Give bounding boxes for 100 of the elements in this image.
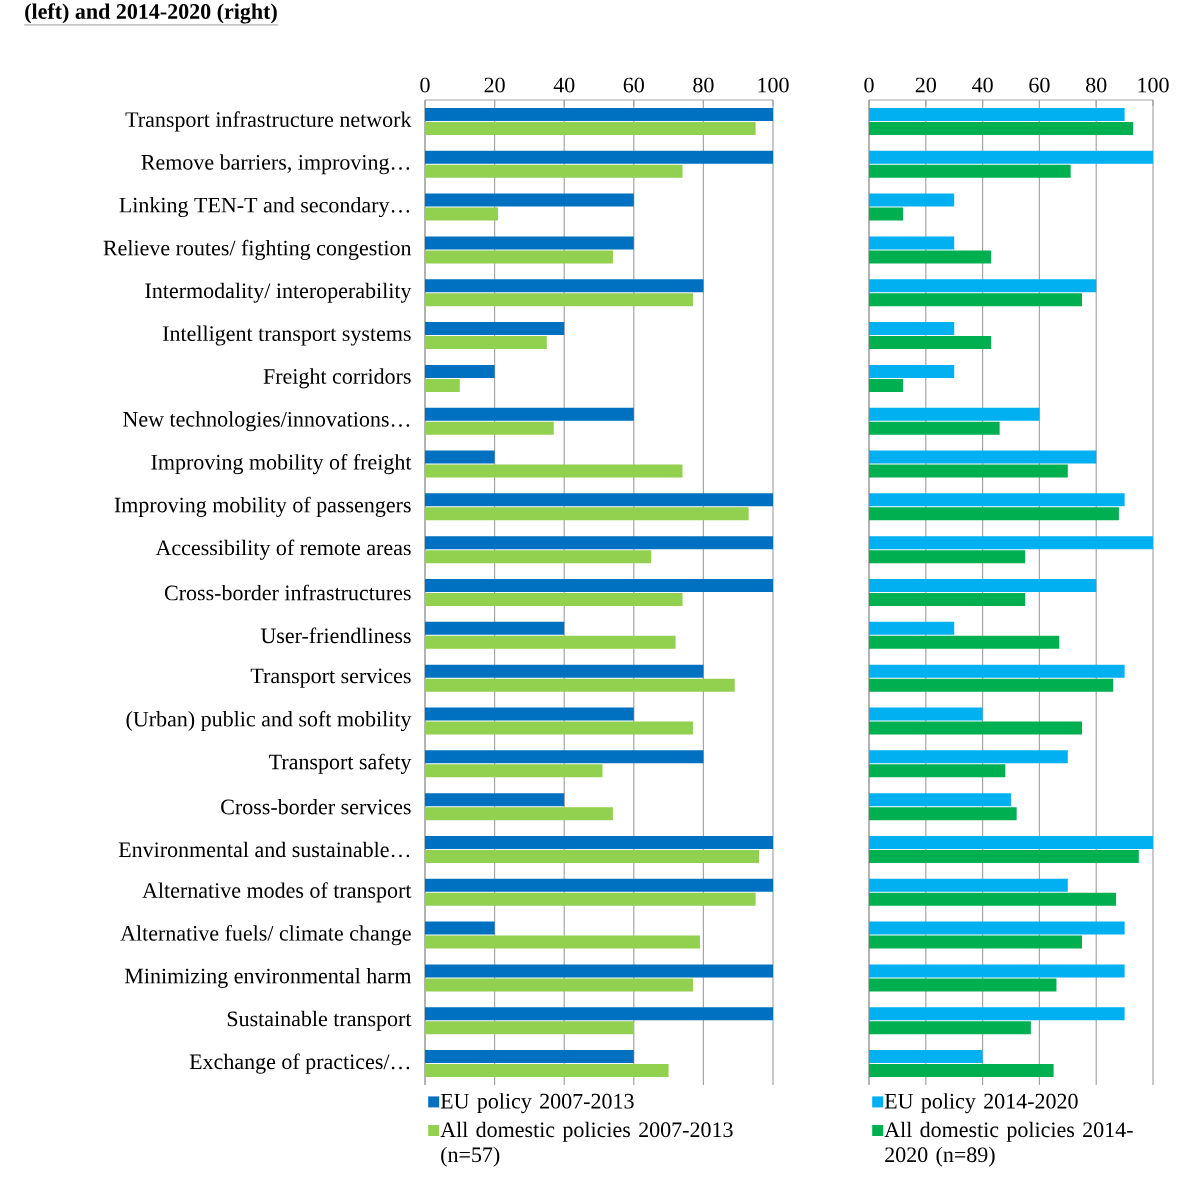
bar xyxy=(869,935,1083,949)
bar xyxy=(869,764,1006,778)
bar xyxy=(425,250,613,264)
bar xyxy=(869,964,1125,978)
y-tick-label: Improving mobility of freight xyxy=(151,453,412,475)
bar xyxy=(869,807,1017,821)
bar xyxy=(425,1050,634,1064)
bar xyxy=(869,1050,983,1064)
x-tick-label: 80 xyxy=(1086,77,1107,93)
bar xyxy=(425,364,495,378)
y-tick-label: Transport services xyxy=(250,668,411,688)
x-tick-label: 100 xyxy=(758,77,789,93)
bar xyxy=(425,407,634,421)
bar xyxy=(869,878,1068,892)
bar xyxy=(425,507,749,521)
y-tick-label: Improving mobility of passengers xyxy=(114,496,411,517)
x-tick-label: 40 xyxy=(553,77,575,93)
bar xyxy=(425,421,554,435)
y-tick-label: Remove barriers, improving… xyxy=(141,154,410,175)
x-tick-label: 0 xyxy=(420,77,430,93)
y-tick-label: Cross-border infrastructures xyxy=(164,584,411,601)
bar xyxy=(425,750,704,764)
bar xyxy=(869,921,1125,935)
legend-label: EU policy 2014-2020 xyxy=(884,1093,1078,1114)
bar xyxy=(869,250,992,264)
bar xyxy=(869,236,955,250)
y-tick-label: Intermodality/ interoperability xyxy=(145,282,412,303)
bar xyxy=(869,793,1012,807)
bar xyxy=(425,236,634,250)
y-tick-label: Freight corridors xyxy=(263,368,411,389)
bar xyxy=(425,207,499,221)
bar xyxy=(425,536,773,550)
bar xyxy=(425,878,773,892)
bar xyxy=(869,279,1097,293)
bar xyxy=(425,279,704,293)
bar xyxy=(425,193,634,207)
y-tick-label: New technologies/innovations… xyxy=(123,411,410,432)
y-tick-label: Alternative modes of transport xyxy=(142,882,412,903)
y-tick-label: Sustainable transport xyxy=(227,1010,412,1031)
bar xyxy=(869,322,955,336)
bar xyxy=(869,407,1040,421)
text: (left) and 2014-2020 (right) xyxy=(25,3,277,24)
bar xyxy=(869,1021,1031,1035)
bar xyxy=(425,892,756,906)
bar xyxy=(425,793,565,807)
bar xyxy=(869,707,983,721)
bar xyxy=(425,678,735,692)
x-tick-label: 60 xyxy=(623,77,644,93)
bar xyxy=(869,378,904,392)
bar xyxy=(869,1064,1054,1078)
bar xyxy=(869,336,992,350)
y-tick-label: Intelligent transport systems xyxy=(162,325,411,346)
bar xyxy=(425,121,756,135)
bar xyxy=(425,164,683,178)
bar xyxy=(425,493,773,507)
bar xyxy=(425,849,760,863)
bar xyxy=(869,579,1097,593)
bar xyxy=(869,193,955,207)
legend-label: EU policy 2007-2013 xyxy=(440,1093,634,1114)
y-tick-label: Linking TEN-T and secondary… xyxy=(119,197,410,218)
bar xyxy=(869,207,904,221)
bar xyxy=(869,635,1060,649)
x-tick-label: 60 xyxy=(1029,77,1050,93)
bar xyxy=(425,336,547,350)
bar xyxy=(425,721,693,735)
bar xyxy=(869,164,1071,178)
bar xyxy=(869,450,1097,464)
bar xyxy=(425,293,693,307)
bar xyxy=(425,635,676,649)
bar xyxy=(425,322,565,336)
bar xyxy=(869,835,1154,849)
y-tick-label: User-friendliness xyxy=(260,627,411,644)
bar xyxy=(425,579,773,593)
bar xyxy=(869,464,1068,478)
bar xyxy=(869,150,1154,164)
y-tick-label: Accessibility of remote areas xyxy=(155,539,411,560)
x-tick-label: 40 xyxy=(972,77,993,93)
bar xyxy=(425,1021,634,1035)
bar xyxy=(425,1064,669,1078)
bar xyxy=(869,293,1083,307)
bar xyxy=(869,536,1154,550)
bar xyxy=(869,421,1000,435)
bar xyxy=(425,107,773,121)
x-tick-label: 20 xyxy=(915,77,936,93)
bar xyxy=(425,450,495,464)
bar xyxy=(425,764,603,778)
bar xyxy=(425,921,495,935)
bar xyxy=(425,593,683,607)
y-tick-label: Transport safety xyxy=(269,753,412,774)
legend-label: All domestic policies 2007-2013 (n=57) xyxy=(440,1121,733,1167)
bar xyxy=(425,978,693,992)
bar xyxy=(869,664,1125,678)
y-tick-label: (Urban) public and soft mobility xyxy=(126,710,412,732)
y-tick-label: Environmental and sustainable… xyxy=(118,841,410,858)
bar xyxy=(869,750,1068,764)
legend-label: All domestic policies 2014-2020 (n=89) xyxy=(884,1121,1133,1167)
x-tick-label: 20 xyxy=(484,77,505,93)
bar xyxy=(869,978,1057,992)
x-tick-label: 100 xyxy=(1138,77,1169,93)
bar xyxy=(869,621,955,635)
